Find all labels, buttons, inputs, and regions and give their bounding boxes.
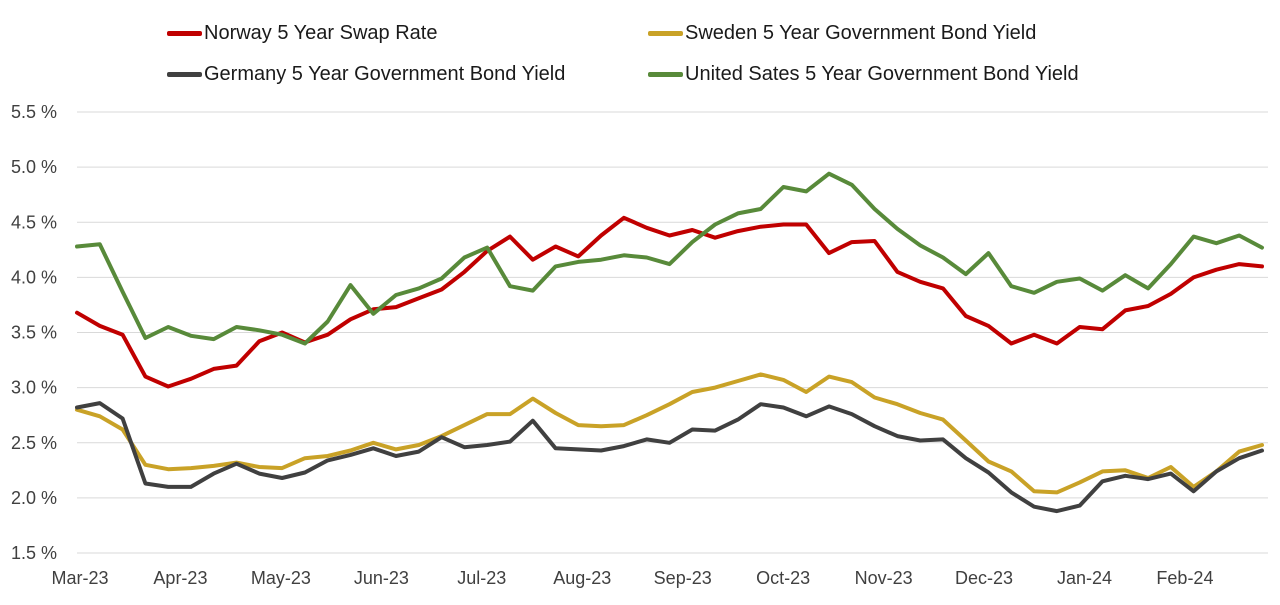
legend-item-sweden: Sweden 5 Year Government Bond Yield: [648, 21, 1036, 45]
x-tick-label: May-23: [251, 568, 311, 588]
y-tick-label: 5.5 %: [11, 102, 57, 122]
legend-item-us: United Sates 5 Year Government Bond Yiel…: [648, 62, 1079, 86]
y-tick-label: 2.0 %: [11, 488, 57, 508]
us-line-swatch: [648, 71, 683, 77]
germany-line-swatch: [167, 71, 202, 77]
x-tick-label: Dec-23: [955, 568, 1013, 588]
legend-label-norway: Norway 5 Year Swap Rate: [204, 21, 438, 44]
y-tick-label: 1.5 %: [11, 543, 57, 563]
gridlines: [77, 111, 1268, 554]
norway-line-swatch: [167, 30, 202, 36]
sweden-line-swatch: [648, 30, 683, 36]
series-line-sweden-5-year-government-bond-yield: [75, 372, 1264, 495]
legend-label-sweden: Sweden 5 Year Government Bond Yield: [685, 21, 1037, 44]
x-tick-label: Jul-23: [457, 568, 506, 588]
legend-item-norway: Norway 5 Year Swap Rate: [167, 21, 437, 45]
x-tick-label: Feb-24: [1156, 568, 1213, 588]
series-lines: [75, 171, 1264, 514]
x-axis-tick-labels: Mar-23 Apr-23 May-23 Jun-23 Jul-23 Aug-23 Sep-…: [51, 568, 1213, 588]
y-tick-label: 5.0 %: [11, 157, 57, 177]
series-line-norway-5-year-swap-rate: [75, 215, 1264, 389]
x-tick-label: Apr-23: [153, 568, 207, 588]
x-tick-label: Oct-23: [756, 568, 810, 588]
y-tick-label: 3.0 %: [11, 378, 57, 398]
x-tick-label: Nov-23: [855, 568, 913, 588]
y-tick-label: 4.0 %: [11, 267, 57, 287]
y-tick-label: 2.5 %: [11, 433, 57, 453]
x-tick-label: Jan-24: [1057, 568, 1112, 588]
y-tick-label: 4.5 %: [11, 212, 57, 232]
x-tick-label: Jun-23: [354, 568, 409, 588]
series-line-germany-5-year-government-bond-yield: [75, 401, 1264, 514]
legend-label-germany: Germany 5 Year Government Bond Yield: [204, 62, 566, 85]
y-tick-label: 3.5 %: [11, 323, 57, 343]
legend-label-us: United Sates 5 Year Government Bond Yiel…: [685, 62, 1079, 85]
y-axis-tick-labels: 1.5 % 2.0 % 2.5 % 3.0 % 3.5 % 4.0 % 4.5 % 5.0 %…: [11, 102, 57, 563]
x-tick-label: Aug-23: [553, 568, 611, 588]
legend-item-germany: Germany 5 Year Government Bond Yield: [167, 62, 565, 86]
x-tick-label: Mar-23: [51, 568, 108, 588]
x-tick-label: Sep-23: [654, 568, 712, 588]
series-line-united-sates-5-year-government-bond-yield: [75, 171, 1264, 346]
